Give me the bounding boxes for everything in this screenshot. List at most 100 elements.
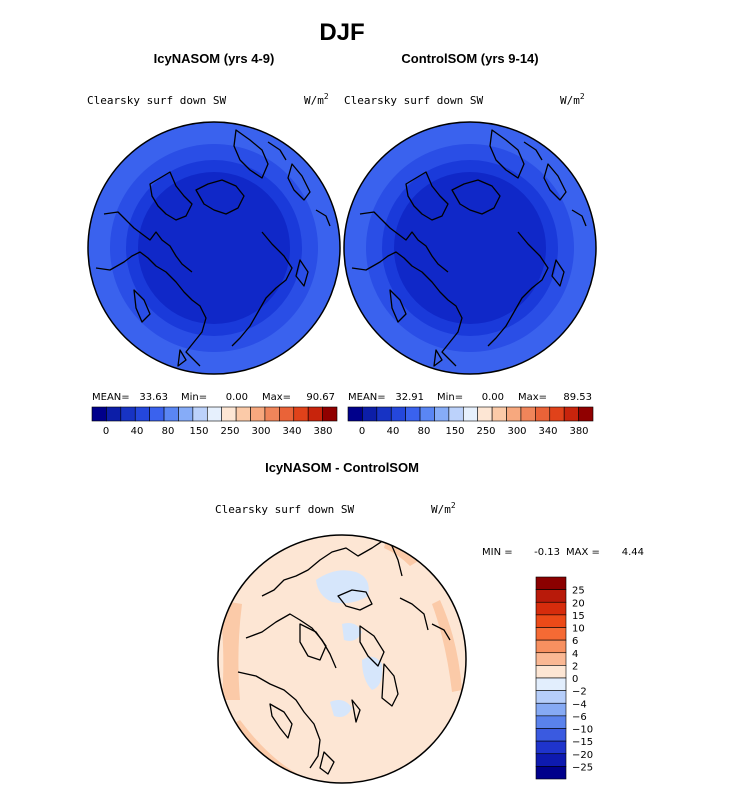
colorbar-swatch [491, 406, 507, 422]
mean-value: 33.63 [139, 392, 168, 403]
colorbar-level-label: −20 [572, 750, 593, 761]
colorbar-tick-label: 250 [220, 426, 239, 437]
colorbar-swatch [535, 639, 567, 654]
coastlines [95, 129, 331, 367]
colorbar-swatch [535, 665, 567, 679]
colorbar-swatch [347, 406, 363, 422]
colorbar-swatch [106, 406, 122, 422]
colorbar-swatch [535, 601, 567, 616]
panel-title: IcyNASOM - ControlSOM [265, 460, 419, 475]
colorbar-level-label: 20 [572, 598, 585, 609]
colorbar-swatch [419, 406, 435, 422]
colorbar-tick-label: 0 [103, 426, 109, 437]
colorbar-tick-label: 300 [507, 426, 526, 437]
colorbar-swatch [535, 702, 567, 717]
field-level-center [394, 172, 546, 324]
panel-title: IcyNASOM (yrs 4-9) [154, 51, 275, 66]
field-level-center [138, 172, 290, 324]
min-value: -0.13 [534, 547, 560, 558]
colorbar-swatch [120, 406, 136, 422]
units-label: W/m2 [431, 501, 456, 516]
min-label: Min= [181, 392, 207, 403]
colorbar-swatch [279, 406, 295, 422]
mean-label: MEAN= [348, 392, 386, 403]
max-value: 4.44 [622, 547, 644, 558]
variable-label: Clearsky surf down SW [87, 94, 226, 107]
max-label: Max= [262, 392, 291, 403]
colorbar-level-label: 6 [572, 636, 578, 647]
colorbar-swatch [448, 406, 464, 422]
min-label: MIN = [482, 547, 513, 558]
colorbar-level-label: −25 [572, 762, 593, 773]
colorbar-swatch [235, 406, 251, 422]
max-label: Max= [518, 392, 547, 403]
map-boundary [343, 121, 597, 375]
colorbar-level-label: −4 [572, 699, 587, 710]
colorbar-swatch [535, 766, 567, 780]
colorbar-swatch [535, 576, 567, 590]
field-background [218, 535, 466, 783]
panel-controlsom: ControlSOM (yrs 9-14) Clearsky surf down… [343, 51, 597, 437]
colorbar-level-label: 2 [572, 661, 578, 672]
colorbar-swatch [434, 406, 450, 422]
max-value: 89.53 [563, 392, 592, 403]
mean-value: 32.91 [395, 392, 424, 403]
colorbar-tick-label: 380 [569, 426, 588, 437]
colorbar-level-label: 0 [572, 674, 578, 685]
min-value: 0.00 [226, 392, 248, 403]
colorbar-tick-label: 380 [313, 426, 332, 437]
colorbar-swatch [307, 406, 323, 422]
colorbar-tick-label: 150 [445, 426, 464, 437]
field-patch-positive [218, 600, 242, 700]
variable-label: Clearsky surf down SW [215, 503, 354, 516]
colorbar-tick-label: 80 [162, 426, 175, 437]
map-field [344, 122, 596, 374]
colorbar-swatch [535, 406, 551, 422]
colorbar-tick-label: 150 [189, 426, 208, 437]
min-label: Min= [437, 392, 463, 403]
colorbar-swatch [163, 406, 179, 422]
colorbar-swatch [506, 406, 522, 422]
colorbar-swatch [250, 406, 266, 422]
colorbar-swatch [477, 406, 493, 422]
colorbar-tick-label: 40 [131, 426, 144, 437]
colorbar-tick-label: 340 [282, 426, 301, 437]
colorbar-swatch [535, 614, 567, 628]
panel-difference: IcyNASOM - ControlSOM Clearsky surf down… [215, 460, 644, 784]
stats-row: MEAN= 33.63 Min= 0.00 Max= 90.67 [92, 392, 335, 403]
colorbar-swatch [535, 715, 567, 729]
colorbar-swatch [563, 406, 579, 422]
colorbar-swatch [91, 406, 107, 422]
colorbar-tick-label: 340 [538, 426, 557, 437]
colorbar-swatch [535, 652, 567, 666]
colorbar-swatch [221, 406, 237, 422]
colorbar-swatch [192, 406, 208, 422]
colorbar-swatch [535, 589, 567, 603]
colorbar-swatch [535, 753, 567, 767]
units-label: W/m2 [560, 92, 585, 107]
colorbar: 0 40 80 150 250 300 340 380 [91, 406, 338, 437]
coastlines [351, 129, 587, 367]
colorbar-tick-label: 40 [387, 426, 400, 437]
colorbar-swatch [293, 406, 309, 422]
colorbar-swatch [535, 690, 567, 704]
colorbar-swatch [206, 406, 223, 422]
panel-title: ControlSOM (yrs 9-14) [401, 51, 538, 66]
colorbar-level-label: 15 [572, 611, 585, 622]
colorbar-swatch [390, 406, 406, 422]
colorbar-swatch [149, 406, 165, 422]
field-patch-negative [342, 623, 362, 641]
max-label: MAX = [566, 547, 600, 558]
figure-title: DJF [319, 19, 364, 46]
map-field [88, 122, 340, 374]
stats-row: MEAN= 32.91 Min= 0.00 Max= 89.53 [348, 392, 592, 403]
map-boundary [87, 121, 341, 375]
colorbar-swatch [322, 406, 338, 422]
max-value: 90.67 [306, 392, 335, 403]
colorbar-level-label: 4 [572, 649, 578, 660]
colorbar-level-label: 25 [572, 586, 585, 597]
field-patch-negative [330, 700, 352, 717]
colorbar-tick-label: 0 [359, 426, 365, 437]
mean-label: MEAN= [92, 392, 130, 403]
